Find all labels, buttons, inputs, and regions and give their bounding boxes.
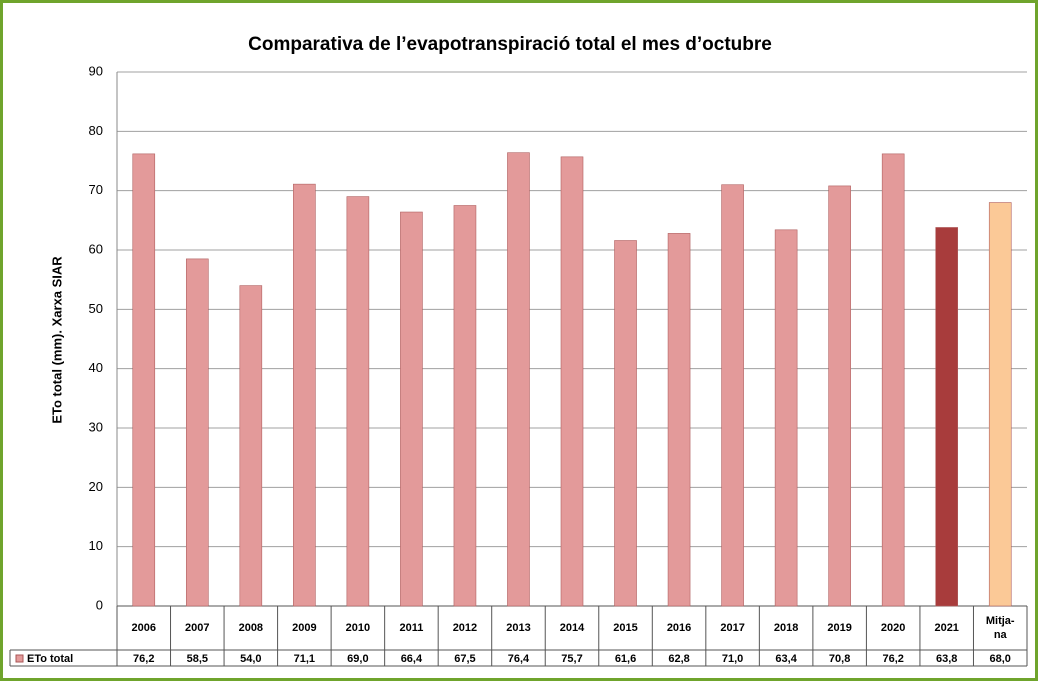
- bar: [132, 153, 156, 607]
- bar: [828, 185, 851, 607]
- data-label: 67,5: [454, 653, 475, 665]
- bar: [935, 227, 959, 607]
- data-label: 69,0: [347, 653, 368, 665]
- data-label: 70,8: [829, 653, 850, 665]
- data-label: 76,2: [882, 653, 903, 665]
- bar: [881, 153, 905, 607]
- data-label: 62,8: [668, 653, 689, 665]
- legend-label: ETo total: [27, 653, 73, 665]
- x-tick-label: 2021: [934, 622, 958, 634]
- data-label: 75,7: [561, 653, 582, 665]
- y-tick-label: 0: [96, 597, 103, 612]
- data-label: 54,0: [240, 653, 261, 665]
- x-tick-label: 2012: [453, 622, 477, 634]
- x-tick-label: 2017: [720, 622, 744, 634]
- y-tick-label: 20: [89, 479, 103, 494]
- y-tick-label: 60: [89, 241, 103, 256]
- x-tick-label: 2015: [613, 622, 637, 634]
- bar: [293, 183, 316, 607]
- data-label: 61,6: [615, 653, 636, 665]
- y-tick-label: 80: [89, 123, 103, 138]
- x-tick-label: 2011: [399, 622, 423, 634]
- bar: [614, 240, 637, 607]
- bar: [239, 285, 263, 607]
- data-label: 63,8: [936, 653, 957, 665]
- x-tick-label: 2014: [560, 622, 585, 634]
- bar: [453, 205, 477, 607]
- y-axis-label: ETo total (mm). Xarxa SIAR: [49, 256, 64, 424]
- x-tick-label: Mitja-na: [986, 615, 1015, 641]
- y-tick-label: 30: [89, 419, 103, 434]
- data-label: 66,4: [401, 653, 423, 665]
- x-tick-label: 2013: [506, 622, 530, 634]
- x-tick-label: 2020: [881, 622, 905, 634]
- data-label: 68,0: [990, 653, 1011, 665]
- bar: [988, 202, 1012, 607]
- data-label: 63,4: [775, 653, 797, 665]
- x-tick-label: 2010: [346, 622, 370, 634]
- bar: [185, 258, 209, 607]
- y-tick-label: 70: [89, 182, 103, 197]
- y-tick-label: 90: [89, 63, 103, 78]
- x-tick-label: 2019: [827, 622, 851, 634]
- y-tick-label: 10: [89, 538, 103, 553]
- bar: [667, 233, 691, 607]
- y-tick-label: 40: [89, 360, 103, 375]
- x-tick-label: 2018: [774, 622, 798, 634]
- x-tick-label: 2008: [239, 622, 263, 634]
- x-tick-label: 2009: [292, 622, 316, 634]
- bar: [507, 152, 530, 607]
- legend-swatch: [15, 654, 24, 663]
- bar: [721, 184, 744, 607]
- data-label: 58,5: [187, 653, 208, 665]
- data-label: 71,1: [294, 653, 315, 665]
- bar: [346, 196, 370, 607]
- data-label: 76,4: [508, 653, 530, 665]
- data-label: 71,0: [722, 653, 743, 665]
- bar: [400, 211, 423, 607]
- data-label: 76,2: [133, 653, 154, 665]
- chart-title: Comparativa de l’evapotranspiració total…: [248, 34, 772, 55]
- x-tick-label: 2016: [667, 622, 691, 634]
- x-tick-label: 2007: [185, 622, 209, 634]
- y-tick-label: 50: [89, 301, 103, 316]
- bar: [774, 229, 798, 607]
- bar: [560, 156, 584, 607]
- x-tick-label: 2006: [132, 622, 156, 634]
